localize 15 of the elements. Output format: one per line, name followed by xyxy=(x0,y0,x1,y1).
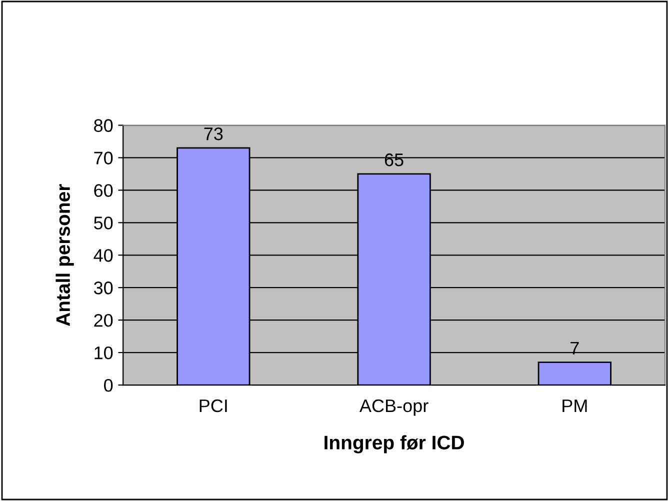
y-tick-label: 60 xyxy=(94,184,113,197)
y-tick-label: 10 xyxy=(94,346,113,360)
y-tick-label: 0 xyxy=(104,378,113,392)
y-tick-label: 80 xyxy=(94,119,113,132)
x-tick-label: PCI xyxy=(200,399,227,412)
x-axis-title: Inngrep før ICD xyxy=(324,435,464,454)
y-tick-label: 30 xyxy=(94,282,113,294)
y-tick-label: 20 xyxy=(94,314,113,327)
y-tick-label: 40 xyxy=(94,249,113,262)
x-tick-label: ACB-opr xyxy=(359,399,428,416)
y-axis-title: Antall personer xyxy=(56,184,74,326)
y-tick-label: 70 xyxy=(94,152,113,164)
y-tick-label: 50 xyxy=(94,216,113,230)
x-tick-label: PM xyxy=(562,400,587,412)
data-label: 73 xyxy=(204,127,223,140)
